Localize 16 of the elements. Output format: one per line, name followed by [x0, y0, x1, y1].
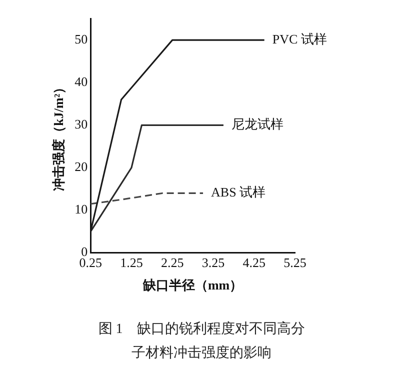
x-tick-label: 4.25	[242, 255, 266, 270]
x-tick-label: 2.25	[160, 255, 184, 270]
y-tick-label: 40	[74, 74, 88, 90]
y-tick-label: 30	[74, 116, 88, 132]
series-label: 尼龙试样	[231, 116, 284, 132]
x-tick-label: 5.25	[284, 255, 306, 270]
x-tick-label: 3.25	[202, 255, 225, 270]
y-axis-title: 冲击强度（kJ/m²）	[51, 80, 66, 191]
x-tick-label: 1.25	[120, 255, 143, 270]
y-tick-label: 50	[74, 31, 88, 46]
y-tick-label: 20	[74, 159, 88, 174]
x-axis-title: 缺口半径（mm）	[142, 278, 243, 293]
series-label: PVC 试样	[272, 31, 327, 46]
text: 图 1 缺口的锐利程度对不同高分子材料冲击强度的影响	[97, 320, 306, 363]
y-tick-label: 10	[74, 202, 88, 217]
series-label: ABS 试样	[211, 184, 266, 200]
